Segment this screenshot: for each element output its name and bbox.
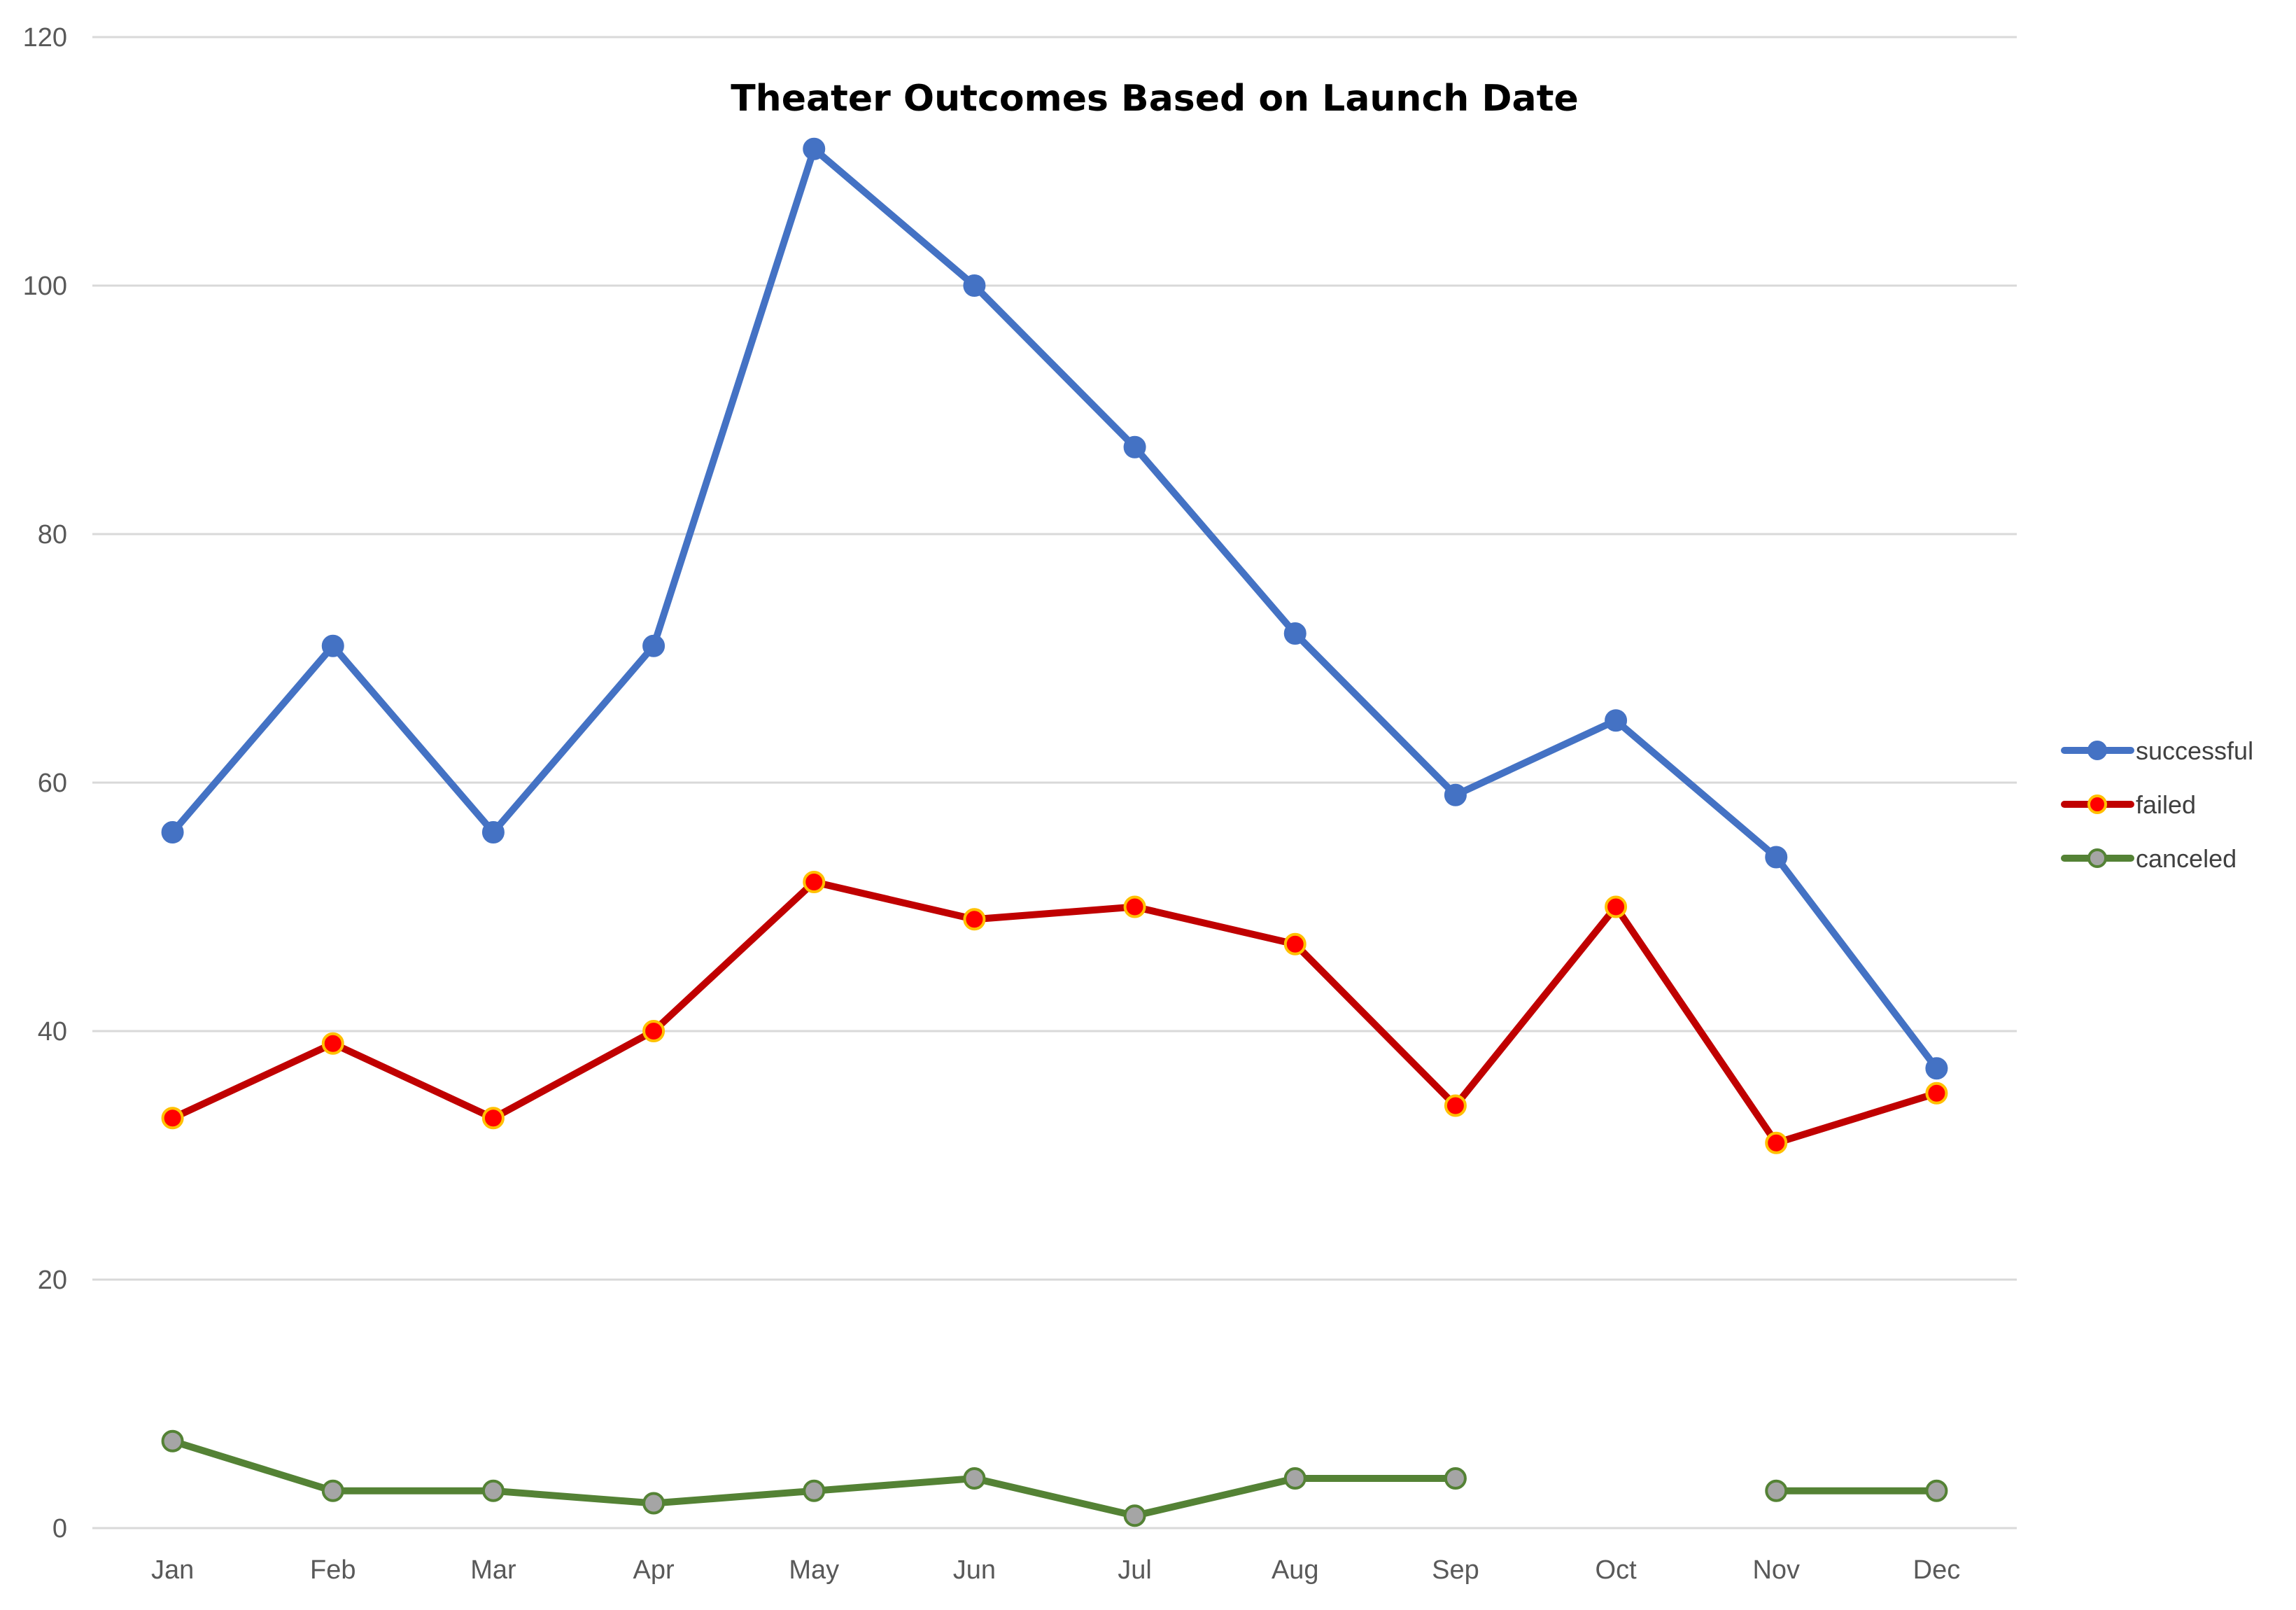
legend: successful failed canceled <box>2061 736 2253 873</box>
point-successful-dec <box>1925 1057 1948 1080</box>
legend-marker-successful <box>2087 741 2107 760</box>
point-canceled-sep <box>1444 1467 1467 1490</box>
series-line-canceled <box>169 1437 1941 1520</box>
point-canceled-mar <box>481 1479 505 1502</box>
y-tick-label: 120 <box>23 23 67 52</box>
series-canceled <box>161 1429 1948 1527</box>
series-failed <box>161 871 1948 1154</box>
series-line-successful <box>169 145 1941 1072</box>
x-tick-label-jun: Jun <box>953 1555 996 1585</box>
point-failed-sep <box>1444 1094 1467 1117</box>
point-successful-mar <box>481 821 505 844</box>
series-layer <box>161 137 1948 1527</box>
y-tick-label: 0 <box>52 1514 67 1544</box>
point-successful-apr <box>642 634 665 657</box>
y-tick-label: 40 <box>38 1017 67 1046</box>
point-canceled-may <box>803 1479 826 1502</box>
x-tick-label-sep: Sep <box>1432 1555 1479 1585</box>
legend-item-successful: successful <box>2061 736 2253 765</box>
x-tick-label-feb: Feb <box>310 1555 355 1585</box>
x-tick-label-jul: Jul <box>1118 1555 1152 1585</box>
point-canceled-feb <box>321 1479 344 1502</box>
point-failed-jul <box>1123 895 1146 918</box>
point-failed-apr <box>642 1020 665 1042</box>
chart-title: Theater Outcomes Based on Launch Date <box>731 78 1579 120</box>
point-canceled-jan <box>161 1429 184 1452</box>
series-line-failed <box>169 878 1941 1147</box>
legend-marker-canceled <box>2087 848 2107 868</box>
point-successful-sep <box>1444 783 1467 806</box>
x-tick-label-may: May <box>789 1555 839 1585</box>
y-tick-label: 100 <box>23 272 67 301</box>
point-failed-may <box>803 871 826 893</box>
legend-item-canceled: canceled <box>2061 844 2237 873</box>
point-failed-jun <box>963 908 986 931</box>
x-tick-label-nov: Nov <box>1752 1555 1800 1585</box>
x-tick-label-apr: Apr <box>633 1555 675 1585</box>
point-failed-feb <box>321 1032 344 1055</box>
point-successful-jan <box>161 821 184 844</box>
x-axis-tick-labels: Jan Feb Mar Apr May Jun Jul Aug Sep Oct Nov Dec <box>151 1555 1960 1585</box>
point-successful-oct <box>1605 709 1628 732</box>
legend-label-failed: failed <box>2136 790 2196 819</box>
point-failed-jan <box>161 1107 184 1130</box>
series-successful <box>161 137 1948 1080</box>
legend-label-canceled: canceled <box>2136 844 2237 873</box>
legend-item-failed: failed <box>2061 790 2196 819</box>
point-successful-jun <box>963 274 986 297</box>
gridlines <box>92 36 2017 1530</box>
point-successful-nov <box>1765 846 1788 869</box>
point-canceled-jun <box>963 1467 986 1490</box>
point-canceled-apr <box>642 1492 665 1515</box>
y-tick-label: 20 <box>38 1266 67 1295</box>
x-tick-label-jan: Jan <box>151 1555 194 1585</box>
point-failed-mar <box>481 1107 505 1130</box>
point-canceled-dec <box>1925 1479 1948 1502</box>
y-axis-tick-labels: 0 20 40 60 80 100 120 <box>23 23 67 1544</box>
point-canceled-aug <box>1283 1467 1307 1490</box>
x-tick-label-aug: Aug <box>1272 1555 1319 1585</box>
point-successful-may <box>803 137 826 160</box>
point-canceled-nov <box>1765 1479 1788 1502</box>
x-tick-label-mar: Mar <box>470 1555 516 1585</box>
y-tick-label: 60 <box>38 769 67 798</box>
point-successful-aug <box>1283 622 1307 645</box>
x-tick-label-oct: Oct <box>1596 1555 1638 1585</box>
point-failed-aug <box>1283 932 1307 955</box>
point-failed-nov <box>1765 1131 1788 1154</box>
point-failed-dec <box>1925 1082 1948 1105</box>
legend-marker-failed <box>2087 794 2107 814</box>
y-tick-label: 80 <box>38 520 67 550</box>
point-successful-feb <box>321 634 344 657</box>
x-tick-label-dec: Dec <box>1913 1555 1961 1585</box>
point-successful-jul <box>1123 435 1146 458</box>
point-canceled-jul <box>1123 1504 1146 1527</box>
legend-label-successful: successful <box>2136 736 2253 765</box>
point-failed-oct <box>1605 895 1628 918</box>
